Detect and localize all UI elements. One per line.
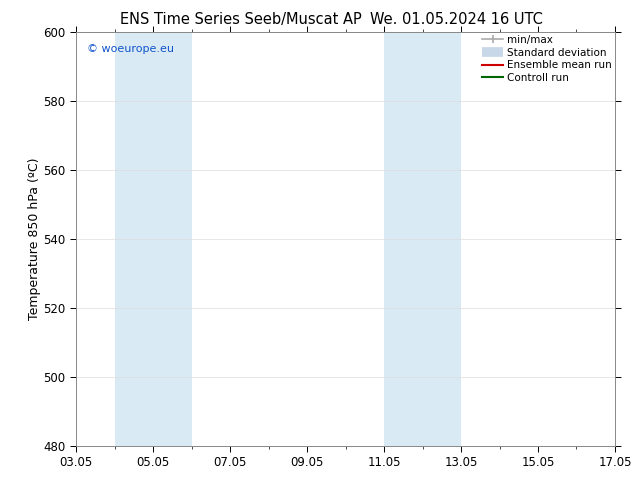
- Bar: [115, 32, 191, 446]
- Bar: [384, 32, 461, 446]
- Text: © woeurope.eu: © woeurope.eu: [87, 44, 174, 54]
- Y-axis label: Temperature 850 hPa (ºC): Temperature 850 hPa (ºC): [28, 158, 41, 320]
- Text: ENS Time Series Seeb/Muscat AP: ENS Time Series Seeb/Muscat AP: [120, 12, 362, 27]
- Text: We. 01.05.2024 16 UTC: We. 01.05.2024 16 UTC: [370, 12, 543, 27]
- Legend: min/max, Standard deviation, Ensemble mean run, Controll run: min/max, Standard deviation, Ensemble me…: [482, 35, 612, 83]
